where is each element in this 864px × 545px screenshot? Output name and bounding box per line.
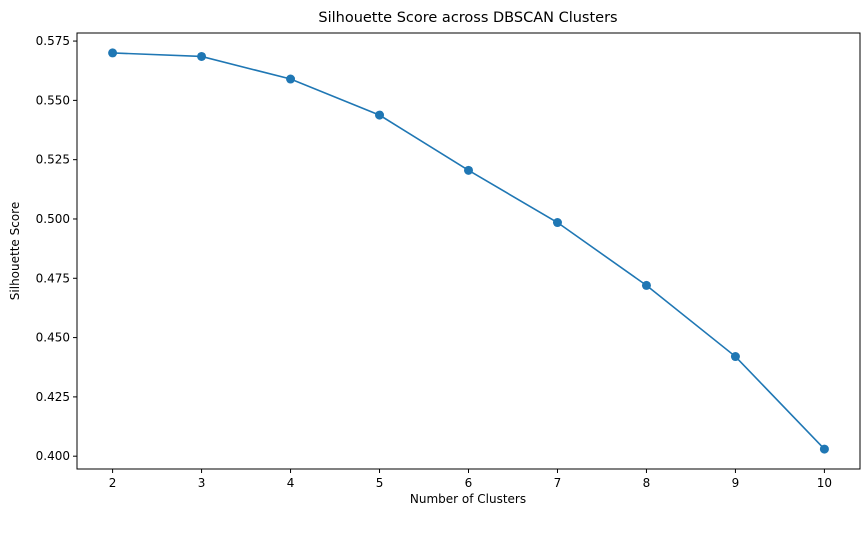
data-point xyxy=(464,165,473,175)
y-tick-label: 0.450 xyxy=(36,331,70,345)
x-tick-label: 7 xyxy=(554,476,562,490)
series-line xyxy=(112,52,825,450)
data-point xyxy=(641,280,651,290)
x-tick-label: 4 xyxy=(287,476,295,490)
y-tick-label: 0.500 xyxy=(36,212,70,226)
y-tick-label: 0.475 xyxy=(36,271,70,285)
data-point xyxy=(375,110,385,120)
y-tick-label: 0.575 xyxy=(36,34,70,48)
data-point xyxy=(197,51,207,61)
chart-title: Silhouette Score across DBSCAN Clusters xyxy=(318,10,617,26)
x-tick-label: 6 xyxy=(465,476,473,490)
plot-area xyxy=(76,32,861,470)
x-tick-label: 3 xyxy=(198,476,206,490)
y-tick-label: 0.400 xyxy=(36,449,70,463)
data-point xyxy=(286,74,296,84)
x-axis: 2 3 4 5 6 7 8 9 10 xyxy=(109,469,832,490)
x-axis-label: Number of Clusters xyxy=(410,492,526,506)
x-tick-label: 8 xyxy=(643,476,651,490)
x-tick-label: 5 xyxy=(376,476,384,490)
y-tick-label: 0.525 xyxy=(36,153,70,167)
y-tick-label: 0.425 xyxy=(36,390,70,404)
data-point xyxy=(552,218,562,228)
y-axis-label: Silhouette Score xyxy=(8,202,22,300)
x-tick-label: 2 xyxy=(109,476,117,490)
y-axis: 0.400 0.425 0.450 0.475 0.500 0.525 0.550 0.575 xyxy=(36,34,77,463)
series-points xyxy=(108,48,829,454)
data-point xyxy=(819,444,829,454)
data-point xyxy=(108,48,118,58)
data-point xyxy=(730,352,740,362)
x-tick-label: 9 xyxy=(732,476,740,490)
x-tick-label: 10 xyxy=(817,476,832,490)
y-tick-label: 0.550 xyxy=(36,93,70,107)
